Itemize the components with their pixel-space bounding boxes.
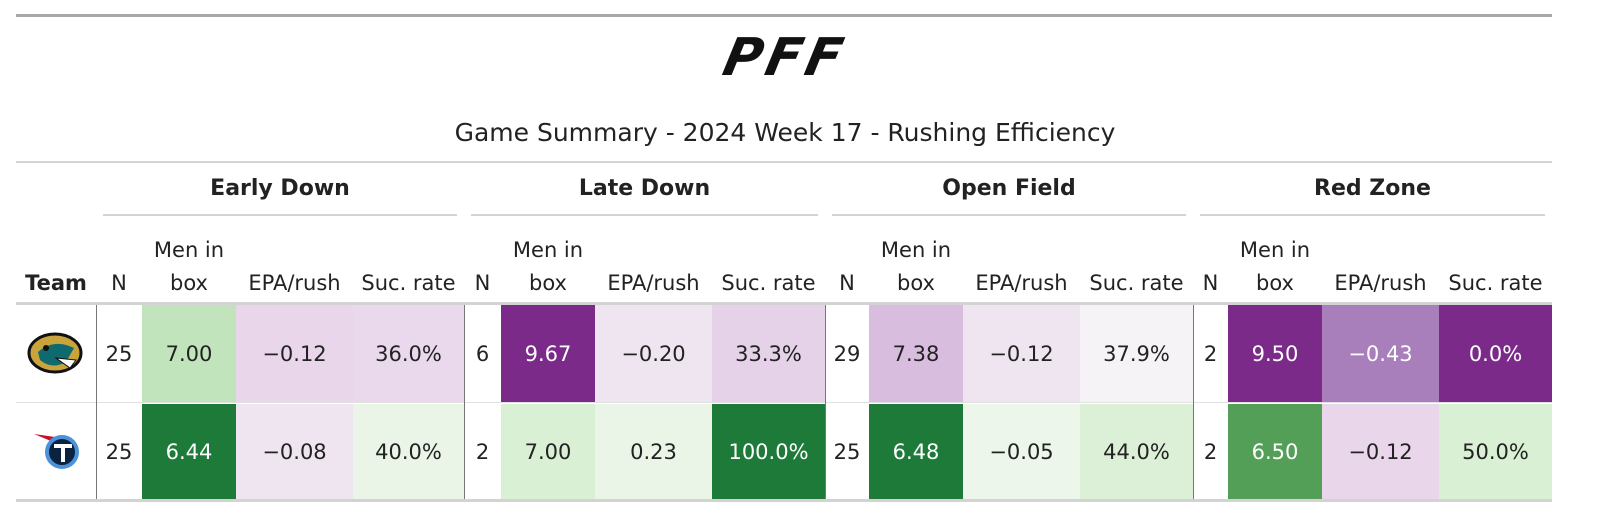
table-cell: 25 xyxy=(96,305,142,402)
table-cell: 36.0% xyxy=(353,305,464,402)
group-underline xyxy=(1200,214,1545,216)
table-cell: 29 xyxy=(825,305,869,402)
table-cell: 7.00 xyxy=(501,404,595,499)
table-cell: −0.12 xyxy=(236,305,353,402)
column-header: EPA/rush xyxy=(607,271,700,295)
table-cell: −0.43 xyxy=(1322,305,1439,402)
table-cell: 9.50 xyxy=(1228,305,1322,402)
group-header: Late Down xyxy=(578,176,711,201)
jaguars-logo xyxy=(27,332,83,374)
table-cell: 6 xyxy=(464,305,501,402)
group-header: Early Down xyxy=(210,176,350,201)
titans-logo xyxy=(34,434,79,469)
title-rule xyxy=(16,161,1552,163)
table-cell: 2 xyxy=(1193,404,1228,499)
column-header: EPA/rush xyxy=(1334,271,1427,295)
bottom-rule xyxy=(16,499,1552,502)
table-cell: 6.48 xyxy=(869,404,963,499)
table-cell: 100.0% xyxy=(712,404,825,499)
table-cell: 7.38 xyxy=(869,305,963,402)
column-header: Men in box xyxy=(512,238,584,295)
table-cell: 2 xyxy=(1193,305,1228,402)
table-cell: 6.44 xyxy=(142,404,236,499)
column-divider xyxy=(1193,305,1194,499)
table-cell: 6.50 xyxy=(1228,404,1322,499)
table-title: Game Summary - 2024 Week 17 - Rushing Ef… xyxy=(454,118,1116,147)
column-header: N xyxy=(1202,271,1219,295)
table-cell: 25 xyxy=(825,404,869,499)
column-header: Men in box xyxy=(1239,238,1311,295)
table-cell: −0.12 xyxy=(963,305,1080,402)
group-underline xyxy=(471,214,818,216)
column-header: Men in box xyxy=(880,238,952,295)
row-rule xyxy=(16,402,1552,403)
column-header: N xyxy=(111,271,127,295)
group-header: Open Field xyxy=(942,176,1076,201)
column-divider xyxy=(464,305,465,499)
column-header: Suc. rate xyxy=(361,271,456,295)
table-cell: −0.20 xyxy=(595,305,712,402)
top-rule xyxy=(16,14,1552,17)
table-cell: 0.0% xyxy=(1439,305,1552,402)
table-cell: −0.12 xyxy=(1322,404,1439,499)
table-cell: 33.3% xyxy=(712,305,825,402)
table-cell: 37.9% xyxy=(1080,305,1193,402)
group-underline xyxy=(103,214,457,216)
column-header: N xyxy=(839,271,855,295)
table-cell: −0.08 xyxy=(236,404,353,499)
table-cell: 25 xyxy=(96,404,142,499)
column-divider xyxy=(96,305,97,499)
column-header: EPA/rush xyxy=(975,271,1068,295)
table-cell: 7.00 xyxy=(142,305,236,402)
column-header: Suc. rate xyxy=(1448,271,1543,295)
table-cell: 44.0% xyxy=(1080,404,1193,499)
column-divider xyxy=(825,305,826,499)
logo: PFF xyxy=(718,28,852,88)
column-header: EPA/rush xyxy=(248,271,341,295)
table-cell: 40.0% xyxy=(353,404,464,499)
group-header: Red Zone xyxy=(1314,176,1431,201)
table-cell: −0.05 xyxy=(963,404,1080,499)
header-rule xyxy=(16,302,1552,305)
table-cell: 0.23 xyxy=(595,404,712,499)
table-cell: 50.0% xyxy=(1439,404,1552,499)
table-cell: 2 xyxy=(464,404,501,499)
column-header: N xyxy=(474,271,491,295)
team-header: Team xyxy=(25,271,87,295)
table-cell: 9.67 xyxy=(501,305,595,402)
column-header: Suc. rate xyxy=(1089,271,1184,295)
group-underline xyxy=(832,214,1186,216)
column-header: Suc. rate xyxy=(721,271,816,295)
column-header: Men in box xyxy=(153,238,225,295)
